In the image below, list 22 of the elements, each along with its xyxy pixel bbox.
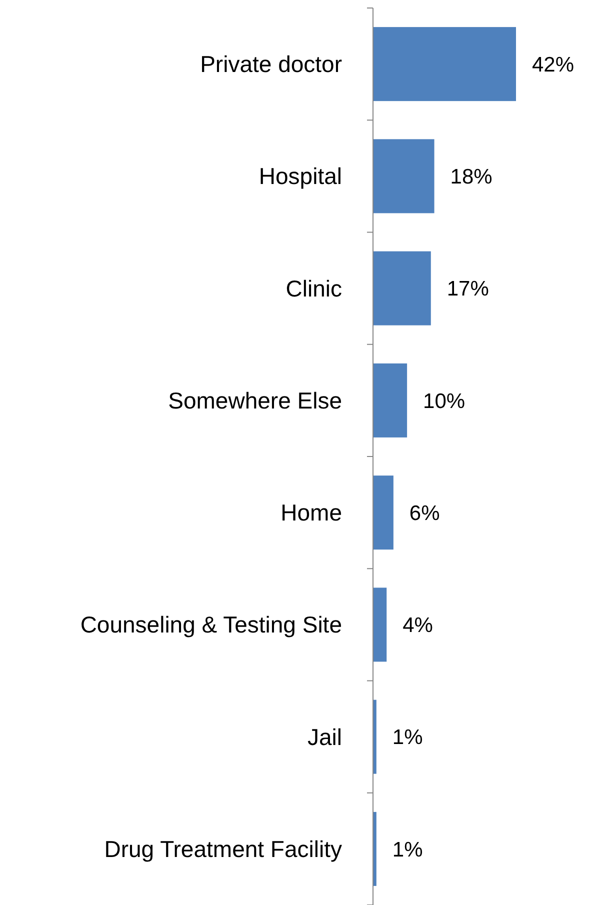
y-tick-label: Home [280,500,342,526]
y-tick-label: Somewhere Else [168,387,342,414]
data-label: 4% [402,614,433,638]
bar [373,363,408,438]
bar [373,251,431,326]
y-tick-label: Jail [307,724,342,750]
bar [373,27,516,102]
y-tick-label: Counseling & Testing Site [80,612,342,638]
y-tick-label: Drug Treatment Facility [104,836,342,862]
data-label: 17% [446,278,489,301]
data-label: 10% [423,390,466,413]
data-label: 18% [450,166,492,189]
data-label: 6% [409,502,440,525]
y-tick-label: Clinic [286,275,342,302]
bar [373,139,434,214]
data-label: 1% [392,838,423,862]
bar [373,476,394,550]
y-tick-label: Hospital [258,163,342,190]
data-label: 42% [532,53,574,76]
bar [373,588,387,662]
data-label: 1% [392,726,423,750]
y-tick-label: Private doctor [200,51,342,78]
